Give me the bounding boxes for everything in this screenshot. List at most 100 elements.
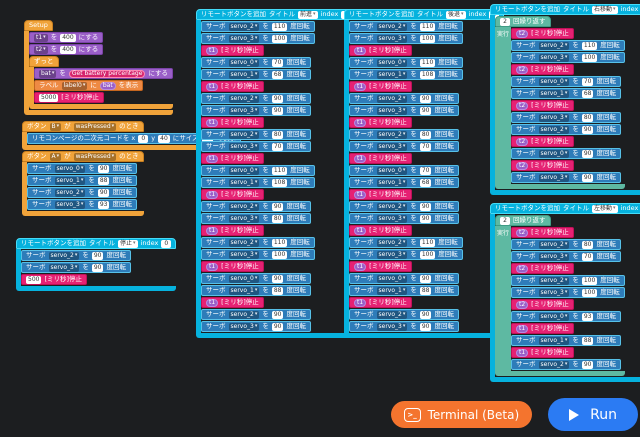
title-field[interactable]: 後退: [446, 10, 466, 19]
button-a-event-stack-header[interactable]: ボタンAがwasPressedのとき: [22, 151, 144, 162]
run-button[interactable]: Run: [548, 398, 638, 431]
dropdown-field[interactable]: servo_3: [228, 142, 260, 151]
wait-ms-block[interactable]: t2 [ミリ秒]停止: [511, 160, 574, 171]
dropdown-field[interactable]: servo_3: [538, 252, 570, 261]
wait-ms-block[interactable]: t1 [ミリ秒]停止: [349, 117, 412, 128]
dropdown-field[interactable]: servo_3: [376, 106, 408, 115]
value-field[interactable]: 70: [419, 142, 432, 151]
dropdown-field[interactable]: servo_1: [228, 70, 260, 79]
dropdown-field[interactable]: servo_3: [376, 322, 408, 331]
variable-pill[interactable]: t2: [516, 101, 529, 110]
wait-ms-block[interactable]: t1 [ミリ秒]停止: [349, 189, 412, 200]
dropdown-field[interactable]: servo_2: [228, 310, 260, 319]
value-field[interactable]: 90: [271, 202, 284, 211]
variable-pill[interactable]: t1: [354, 46, 367, 55]
dropdown-field[interactable]: t1: [34, 33, 48, 42]
value-field[interactable]: 70: [581, 77, 594, 86]
wait-ms-block[interactable]: t2 [ミリ秒]停止: [511, 299, 574, 310]
value-field[interactable]: 110: [271, 238, 288, 247]
dropdown-field[interactable]: servo_2: [228, 94, 260, 103]
dropdown-field[interactable]: servo_1: [228, 178, 260, 187]
variable-pill[interactable]: t1: [354, 118, 367, 127]
dropdown-field[interactable]: servo_2: [228, 238, 260, 247]
dropdown-field[interactable]: wasPressed: [73, 152, 117, 161]
value-field[interactable]: 90: [97, 164, 110, 173]
dropdown-field[interactable]: servo_2: [538, 125, 570, 134]
forever-block-header[interactable]: ずっと: [29, 56, 59, 67]
dropdown-field[interactable]: servo_3: [376, 250, 408, 259]
dropdown-field[interactable]: servo_1: [538, 336, 570, 345]
dropdown-field[interactable]: servo_3: [376, 142, 408, 151]
dropdown-field[interactable]: servo_0: [538, 312, 570, 321]
dropdown-field[interactable]: B: [49, 122, 62, 131]
value-field[interactable]: 88: [271, 286, 284, 295]
repeat-block[interactable]: 2回繰り返す実行t2[ミリ秒]停止サーボservo_2を110度回転サーボser…: [495, 16, 625, 190]
dropdown-field[interactable]: servo_3: [48, 263, 80, 272]
dropdown-field[interactable]: servo_0: [376, 274, 408, 283]
variable-pill[interactable]: t2: [516, 264, 529, 273]
dropdown-field[interactable]: label0: [61, 81, 88, 90]
wait-ms-block[interactable]: t1 [ミリ秒]停止: [201, 225, 264, 236]
value-field[interactable]: 100: [271, 250, 288, 259]
label-show-block[interactable]: ラベルlabel0にbatを表示: [34, 80, 144, 91]
value-field[interactable]: 108: [271, 178, 288, 187]
dropdown-field[interactable]: servo_0: [376, 166, 408, 175]
value-field[interactable]: 80: [581, 113, 594, 122]
dropdown-field[interactable]: servo_2: [538, 41, 570, 50]
set-variable-block[interactable]: t2を400にする: [29, 44, 104, 55]
value-field[interactable]: 2: [500, 216, 510, 225]
title-field[interactable]: 右移動: [592, 5, 618, 14]
wait-ms-block[interactable]: t1 [ミリ秒]停止: [511, 347, 574, 358]
value-field[interactable]: 400: [60, 45, 76, 54]
dropdown-field[interactable]: servo_2: [54, 188, 86, 197]
dropdown-field[interactable]: servo_2: [228, 202, 260, 211]
setup-stack-header[interactable]: Setup: [24, 20, 53, 31]
value-field[interactable]: 93: [97, 200, 110, 209]
remote-button-stack-right-header[interactable]: リモートボタンを追加タイトル右移動index3: [490, 4, 640, 15]
wait-ms-block[interactable]: t2 [ミリ秒]停止: [511, 28, 574, 39]
wait-ms-block[interactable]: t1 [ミリ秒]停止: [201, 45, 264, 56]
value-field[interactable]: 90: [91, 263, 104, 272]
value-field[interactable]: 90: [581, 360, 594, 369]
button-a-event-stack[interactable]: ボタンAがwasPressedのときサーボservo_0を90度回転サーボser…: [22, 151, 144, 217]
dropdown-field[interactable]: servo_0: [228, 166, 260, 175]
dropdown-field[interactable]: servo_2: [376, 202, 408, 211]
dropdown-field[interactable]: servo_0: [228, 274, 260, 283]
variable-pill[interactable]: t1: [206, 82, 219, 91]
dropdown-field[interactable]: servo_2: [376, 22, 408, 31]
variable-pill[interactable]: t1: [206, 154, 219, 163]
wait-ms-block[interactable]: t1 [ミリ秒]停止: [349, 297, 412, 308]
dropdown-field[interactable]: servo_3: [538, 113, 570, 122]
value-field[interactable]: 90: [581, 149, 594, 158]
remote-button-stack-stop[interactable]: リモートボタンを追加タイトル停止index0サーボservo_2を90度回転サー…: [16, 238, 177, 292]
wait-ms-block[interactable]: t1 [ミリ秒]停止: [511, 323, 574, 334]
remote-button-stack-backward[interactable]: リモートボタンを追加タイトル後退index2サーボservo_2を110度回転サ…: [344, 9, 505, 339]
value-field[interactable]: 500: [26, 275, 42, 284]
dropdown-field[interactable]: servo_3: [228, 106, 260, 115]
